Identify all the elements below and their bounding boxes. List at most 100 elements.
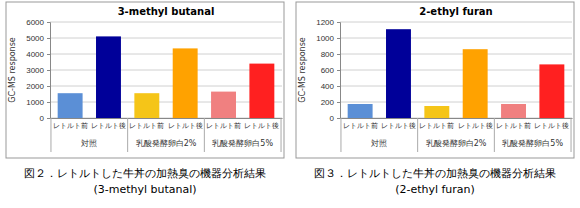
tick: レトルト前 [129,118,164,129]
bar [96,36,121,118]
tick-label: レトルト前 [129,122,164,129]
tick-label: 4000 [26,50,44,59]
tick-mark [47,118,50,119]
group-label: 対照 [81,139,97,148]
group-separator [127,118,128,152]
tick: 600 [321,66,340,75]
caption: 図３．レトルトした牛丼の加熱臭の機器分析結果 [314,167,556,180]
group-label: 乳酸発酵卵白5% [212,139,273,148]
bar [539,64,564,118]
bar [386,29,411,118]
bar [134,93,159,118]
tick-label: 200 [321,98,335,107]
tick-label: レトルト前 [343,122,378,129]
grid-line [50,22,282,23]
tick-mark [337,86,340,87]
grid-line [340,38,572,39]
caption: (2-ethyl furan) [395,183,475,196]
figure: 0100020003000400050006000レトルト前レトルト後レトルト前… [0,0,580,208]
bar [463,49,488,118]
tick: 0 [40,114,50,123]
tick-label: 600 [321,66,335,75]
axis-line [337,23,341,119]
tick-mark [47,86,50,87]
tick: 4000 [26,50,50,59]
tick-label: 1000 [316,34,334,43]
grid [340,22,572,118]
tick: レトルト後 [534,118,569,129]
tick-mark [337,118,340,119]
tick-mark [47,38,50,39]
chart-frame [296,2,574,158]
bar [249,64,274,118]
tick-mark [47,54,50,55]
tick: レトルト前 [206,118,241,129]
axis-line [51,118,283,119]
tick: 3000 [26,66,50,75]
x-axis: レトルト前レトルト後レトルト前レトルト後レトルト前レトルト後 [341,118,573,129]
tick-label: 0 [330,114,335,123]
grid-line [50,118,282,119]
grid-line [340,86,572,87]
group-label: 乳酸発酵卵白2% [136,139,197,148]
tick-label: レトルト前 [53,122,88,129]
tick-label: 800 [321,50,335,59]
axis-line [47,23,51,119]
bar [173,48,198,118]
group-label: 乳酸発酵卵白5% [502,139,563,148]
bar [58,93,83,118]
tick-label: 6000 [26,18,44,27]
tick: 2000 [26,82,50,91]
tick-mark [337,54,340,55]
tick-label: 5000 [26,34,44,43]
group-separator [571,118,572,152]
caption: 図２．レトルトした牛丼の加熱臭の機器分析結果 [24,167,266,180]
y-axis: 0 1000 2000 3000 4000 5000 6000 [26,18,50,123]
bars [58,36,275,118]
grid-line [50,70,282,71]
bar [501,104,526,118]
tick-mark [47,70,50,71]
tick-label: 1000 [26,98,44,107]
tick: 400 [321,82,340,91]
chart-title: 3-methyl butanal [118,6,215,17]
tick-mark [337,22,340,23]
tick: レトルト後 [458,118,493,129]
group-separator [204,118,205,152]
y-axis: 0 200 400 600 800 1000 1200 [316,18,340,123]
y-axis-title: GC-MS response [8,37,17,103]
grid [50,22,282,118]
tick-label: レトルト前 [419,122,454,129]
tick-label: レトルト後 [381,122,416,129]
tick: レトルト前 [496,118,531,129]
bars [348,29,565,118]
tick-label: レトルト後 [168,122,203,129]
tick-label: レトルト前 [206,122,241,129]
tick: レトルト後 [381,118,416,129]
bar [424,106,449,118]
tick-label: 1200 [316,18,334,27]
group-label: 対照 [371,139,387,148]
grid-line [340,118,572,119]
tick: 1200 [316,18,340,27]
group-separator [417,118,418,152]
tick: 0 [330,114,340,123]
grid-line [340,102,572,103]
tick-label: 2000 [26,82,44,91]
grid-line [50,86,282,87]
tick: レトルト後 [244,118,279,129]
grid-line [340,22,572,23]
tick-label: 3000 [26,66,44,75]
tick-label: レトルト前 [496,122,531,129]
caption: (3-methyl butanal) [93,183,196,196]
tick-label: レトルト後 [244,122,279,129]
tick-mark [337,38,340,39]
tick: 1000 [316,34,340,43]
x-axis: レトルト前レトルト後レトルト前レトルト後レトルト前レトルト後 [51,118,283,129]
group-label: 乳酸発酵卵白2% [426,139,487,148]
axis-line [341,118,573,119]
tick: レトルト前 [53,118,88,129]
group-separator [340,118,341,152]
tick: レトルト前 [343,118,378,129]
y-axis-title: GC-MS response [298,37,307,103]
